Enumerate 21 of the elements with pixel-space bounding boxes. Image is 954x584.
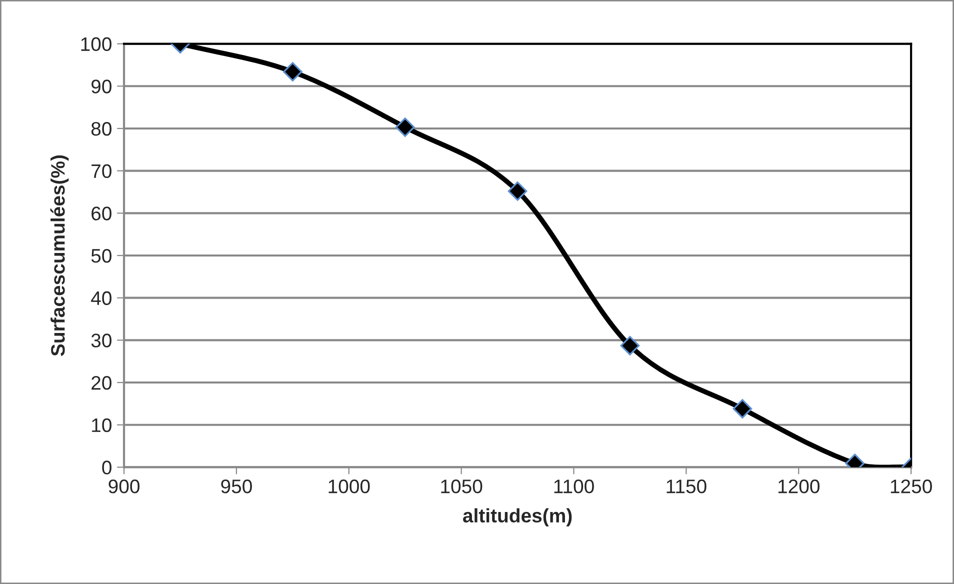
y-tick-label: 70 [92, 164, 112, 178]
y-tick-label: 100 [81, 37, 112, 52]
x-tick-label: 1200 [778, 480, 820, 494]
x-tick-label: 1100 [554, 480, 594, 494]
x-tick-label: 1250 [890, 480, 932, 494]
y-tick-label: 40 [91, 291, 112, 306]
y-tick-label: 90 [92, 80, 112, 94]
y-tick-label: 80 [91, 122, 112, 136]
x-axis-title: altitudes(m) [463, 508, 572, 526]
y-tick-label: 20 [92, 376, 112, 390]
x-tick-label: 1050 [441, 480, 482, 494]
x-tick-label: 1000 [328, 480, 370, 494]
y-axis-title: Surfacescumulées(%) [50, 155, 69, 356]
y-tick-label: 10 [92, 418, 112, 432]
x-tick-label: 1150 [666, 480, 706, 494]
x-tick-label: 950 [221, 480, 252, 494]
y-tick-label: 50 [91, 248, 112, 263]
y-tick-label: 60 [92, 206, 112, 220]
y-tick-label: 0 [102, 460, 112, 474]
x-tick-label: 900 [108, 480, 140, 494]
y-tick-label: 30 [91, 334, 112, 348]
